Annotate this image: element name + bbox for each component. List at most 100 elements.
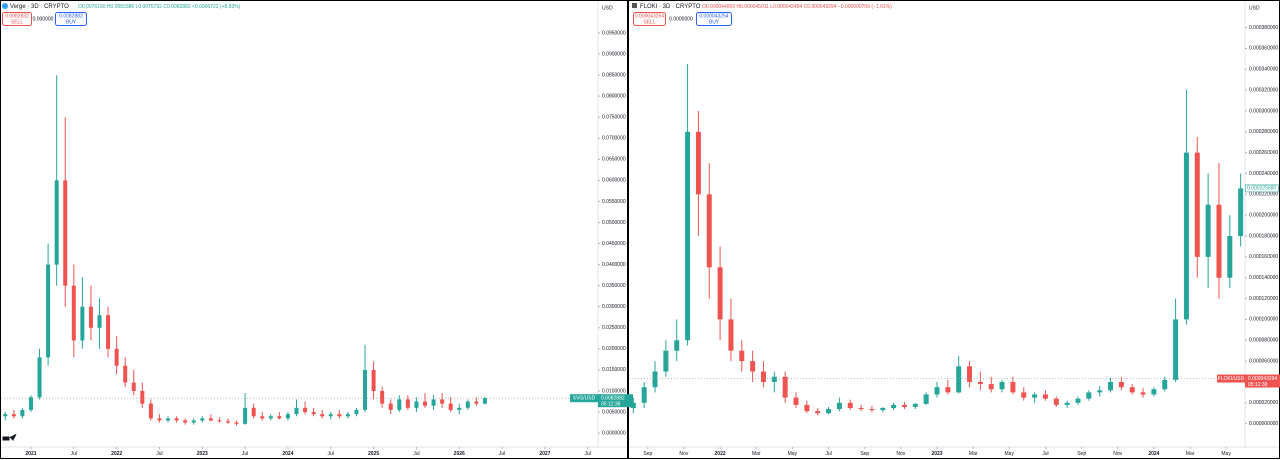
last-price-label: 0.0082882 bbox=[601, 396, 625, 402]
y-tick-label: 0.000080000 bbox=[1249, 338, 1278, 344]
candle-body bbox=[448, 403, 453, 410]
x-tick-label: 2023 bbox=[197, 451, 208, 457]
candle-body bbox=[63, 180, 68, 286]
x-tick-label: Jul bbox=[328, 451, 334, 457]
x-tick-label: Mar bbox=[752, 451, 761, 457]
y-tick-label: 0.0200000 bbox=[602, 346, 626, 352]
buy-price[interactable]: 0.000043254 bbox=[699, 13, 728, 19]
candle-body bbox=[131, 382, 136, 391]
candle-body bbox=[695, 131, 701, 195]
y-tick-label: 0.000280000 bbox=[1249, 129, 1278, 135]
x-tick-label: Jul bbox=[825, 451, 831, 457]
symbol-icon bbox=[2, 3, 8, 9]
candle-body bbox=[285, 414, 290, 419]
last-close-badge bbox=[1245, 184, 1279, 193]
candle-body bbox=[826, 409, 832, 414]
buy-button[interactable] bbox=[55, 12, 87, 26]
sell-label[interactable]: SELL bbox=[643, 19, 655, 25]
candle-body bbox=[46, 264, 51, 358]
x-tick-label: 2021 bbox=[25, 451, 36, 457]
buy-button[interactable] bbox=[696, 12, 732, 26]
y-tick-label: 0.0600000 bbox=[602, 178, 626, 184]
x-tick-label: 2022 bbox=[715, 451, 726, 457]
candle-body bbox=[1075, 398, 1081, 403]
candle-body bbox=[717, 267, 723, 320]
x-tick-label: Jul bbox=[71, 451, 77, 457]
candle-body bbox=[1064, 402, 1070, 405]
candle-body bbox=[251, 407, 256, 417]
y-tick-label: 0.000240000 bbox=[1249, 171, 1278, 177]
candle-body bbox=[11, 414, 16, 417]
sell-button[interactable] bbox=[633, 12, 666, 26]
y-tick-label: 0.000160000 bbox=[1249, 254, 1278, 260]
x-tick-label: 2023 bbox=[931, 451, 942, 457]
candle-body bbox=[294, 407, 299, 415]
y-tick-label: 0.0350000 bbox=[602, 283, 626, 289]
candle-body bbox=[674, 340, 680, 351]
candle-body bbox=[1097, 390, 1103, 393]
candle-body bbox=[934, 387, 940, 395]
x-tick-label: Nov bbox=[1113, 451, 1122, 457]
candle-body bbox=[225, 421, 230, 423]
y-tick-label: 0.0950000 bbox=[602, 30, 626, 36]
candle-body bbox=[663, 350, 669, 372]
candle-body bbox=[750, 361, 756, 372]
y-tick-label: 0.0550000 bbox=[602, 199, 626, 205]
candle-body bbox=[988, 384, 994, 390]
candle-body bbox=[977, 381, 983, 385]
candle-body bbox=[482, 398, 487, 404]
candle-body bbox=[422, 401, 427, 406]
candle-body bbox=[771, 376, 777, 382]
candle-body bbox=[1118, 381, 1124, 388]
x-tick-label: Nov bbox=[896, 451, 905, 457]
sell-button[interactable] bbox=[2, 12, 32, 26]
candle-body bbox=[465, 401, 470, 408]
x-tick-label: 2026 bbox=[454, 451, 465, 457]
y-tick-label: 0.000360000 bbox=[1249, 46, 1278, 52]
candle-body bbox=[1042, 394, 1048, 399]
candle-body bbox=[967, 366, 973, 382]
candle-body bbox=[923, 394, 929, 404]
buy-label[interactable]: BUY bbox=[66, 19, 77, 25]
candle-body bbox=[277, 416, 282, 419]
currency: USD bbox=[1249, 5, 1260, 11]
chart-title: Verge · 3D · CRYPTO bbox=[10, 4, 69, 10]
y-tick-label: 0.000060000 bbox=[1249, 358, 1278, 364]
sell-price[interactable]: 0.000043254 bbox=[635, 13, 664, 19]
buy-label[interactable]: BUY bbox=[709, 19, 720, 25]
buy-price[interactable]: 0.0082882 bbox=[59, 13, 83, 19]
candle-body bbox=[123, 365, 128, 383]
sell-label[interactable]: SELL bbox=[11, 19, 23, 25]
candle-body bbox=[1010, 381, 1016, 393]
y-tick-label: 0.0400000 bbox=[602, 262, 626, 268]
x-tick-label: Jul bbox=[585, 451, 591, 457]
x-tick-label: 2024 bbox=[282, 451, 293, 457]
symbol-icon bbox=[632, 3, 637, 8]
candle-body bbox=[869, 409, 875, 411]
candle-body bbox=[37, 357, 42, 398]
ohlc-readout: O0.000044003 H0.000045011 L0.000042484 C… bbox=[702, 4, 892, 10]
candle-body bbox=[414, 401, 419, 408]
candle-body bbox=[140, 390, 145, 404]
logo bbox=[2, 433, 17, 441]
x-tick-label: Sep bbox=[1077, 451, 1086, 457]
y-tick-label: 0.0250000 bbox=[602, 325, 626, 331]
candle-body bbox=[260, 416, 265, 419]
x-tick-label: Sep bbox=[860, 451, 869, 457]
candle-body bbox=[311, 412, 316, 415]
y-tick-label: 0.0900000 bbox=[602, 51, 626, 57]
y-tick-label: 0.000180000 bbox=[1249, 233, 1278, 239]
candle-body bbox=[114, 348, 119, 366]
y-tick-label: 0.0300000 bbox=[602, 304, 626, 310]
candle-body bbox=[880, 408, 886, 411]
y-tick-label: 0.000120000 bbox=[1249, 296, 1278, 302]
candle-body bbox=[1183, 152, 1189, 320]
candle-body bbox=[804, 404, 810, 412]
sell-price[interactable]: 0.0082832 bbox=[5, 13, 29, 19]
ohlc-readout: O0.0076160 H0.0083386 L0.0075792 C0.0082… bbox=[78, 4, 241, 10]
y-tick-label: 0.0700000 bbox=[602, 136, 626, 142]
candle-body bbox=[1173, 319, 1179, 380]
candle-body bbox=[1021, 392, 1027, 398]
candle-body bbox=[88, 306, 93, 328]
